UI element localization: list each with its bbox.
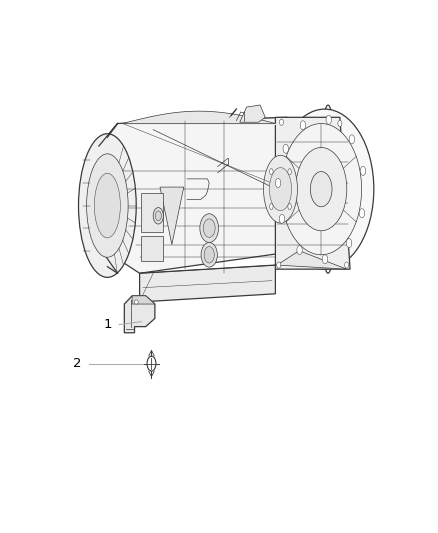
Ellipse shape <box>338 120 342 126</box>
Polygon shape <box>99 117 299 273</box>
Ellipse shape <box>87 154 128 257</box>
Ellipse shape <box>360 166 366 175</box>
Ellipse shape <box>204 247 214 263</box>
Ellipse shape <box>155 211 161 221</box>
Polygon shape <box>277 251 346 269</box>
Ellipse shape <box>200 214 219 243</box>
Ellipse shape <box>147 356 156 371</box>
Polygon shape <box>117 117 287 130</box>
Ellipse shape <box>203 219 215 237</box>
Text: 2: 2 <box>73 357 81 370</box>
Ellipse shape <box>349 135 355 144</box>
FancyBboxPatch shape <box>141 193 163 232</box>
Polygon shape <box>124 296 155 333</box>
Ellipse shape <box>276 109 374 269</box>
FancyBboxPatch shape <box>141 236 163 261</box>
Ellipse shape <box>288 204 291 209</box>
Polygon shape <box>132 296 155 304</box>
Polygon shape <box>140 265 276 302</box>
Ellipse shape <box>300 121 306 130</box>
Ellipse shape <box>270 204 273 209</box>
Ellipse shape <box>78 134 136 277</box>
Polygon shape <box>240 105 265 122</box>
Ellipse shape <box>311 172 332 207</box>
Ellipse shape <box>359 209 365 218</box>
Ellipse shape <box>153 207 163 224</box>
Ellipse shape <box>322 255 328 264</box>
Ellipse shape <box>269 167 292 211</box>
Ellipse shape <box>297 246 302 255</box>
Ellipse shape <box>279 214 285 223</box>
Ellipse shape <box>279 119 283 125</box>
Ellipse shape <box>276 179 281 188</box>
Polygon shape <box>276 117 350 269</box>
Ellipse shape <box>94 173 120 238</box>
Ellipse shape <box>345 262 349 268</box>
Ellipse shape <box>288 168 291 175</box>
Ellipse shape <box>264 155 297 223</box>
Ellipse shape <box>296 148 347 231</box>
Ellipse shape <box>346 239 352 248</box>
Ellipse shape <box>277 262 281 268</box>
Ellipse shape <box>270 168 273 175</box>
Ellipse shape <box>283 144 289 154</box>
Ellipse shape <box>201 243 217 267</box>
Polygon shape <box>160 187 184 245</box>
Text: 1: 1 <box>103 318 112 331</box>
Ellipse shape <box>134 300 138 304</box>
Ellipse shape <box>326 115 332 124</box>
Ellipse shape <box>281 124 362 255</box>
